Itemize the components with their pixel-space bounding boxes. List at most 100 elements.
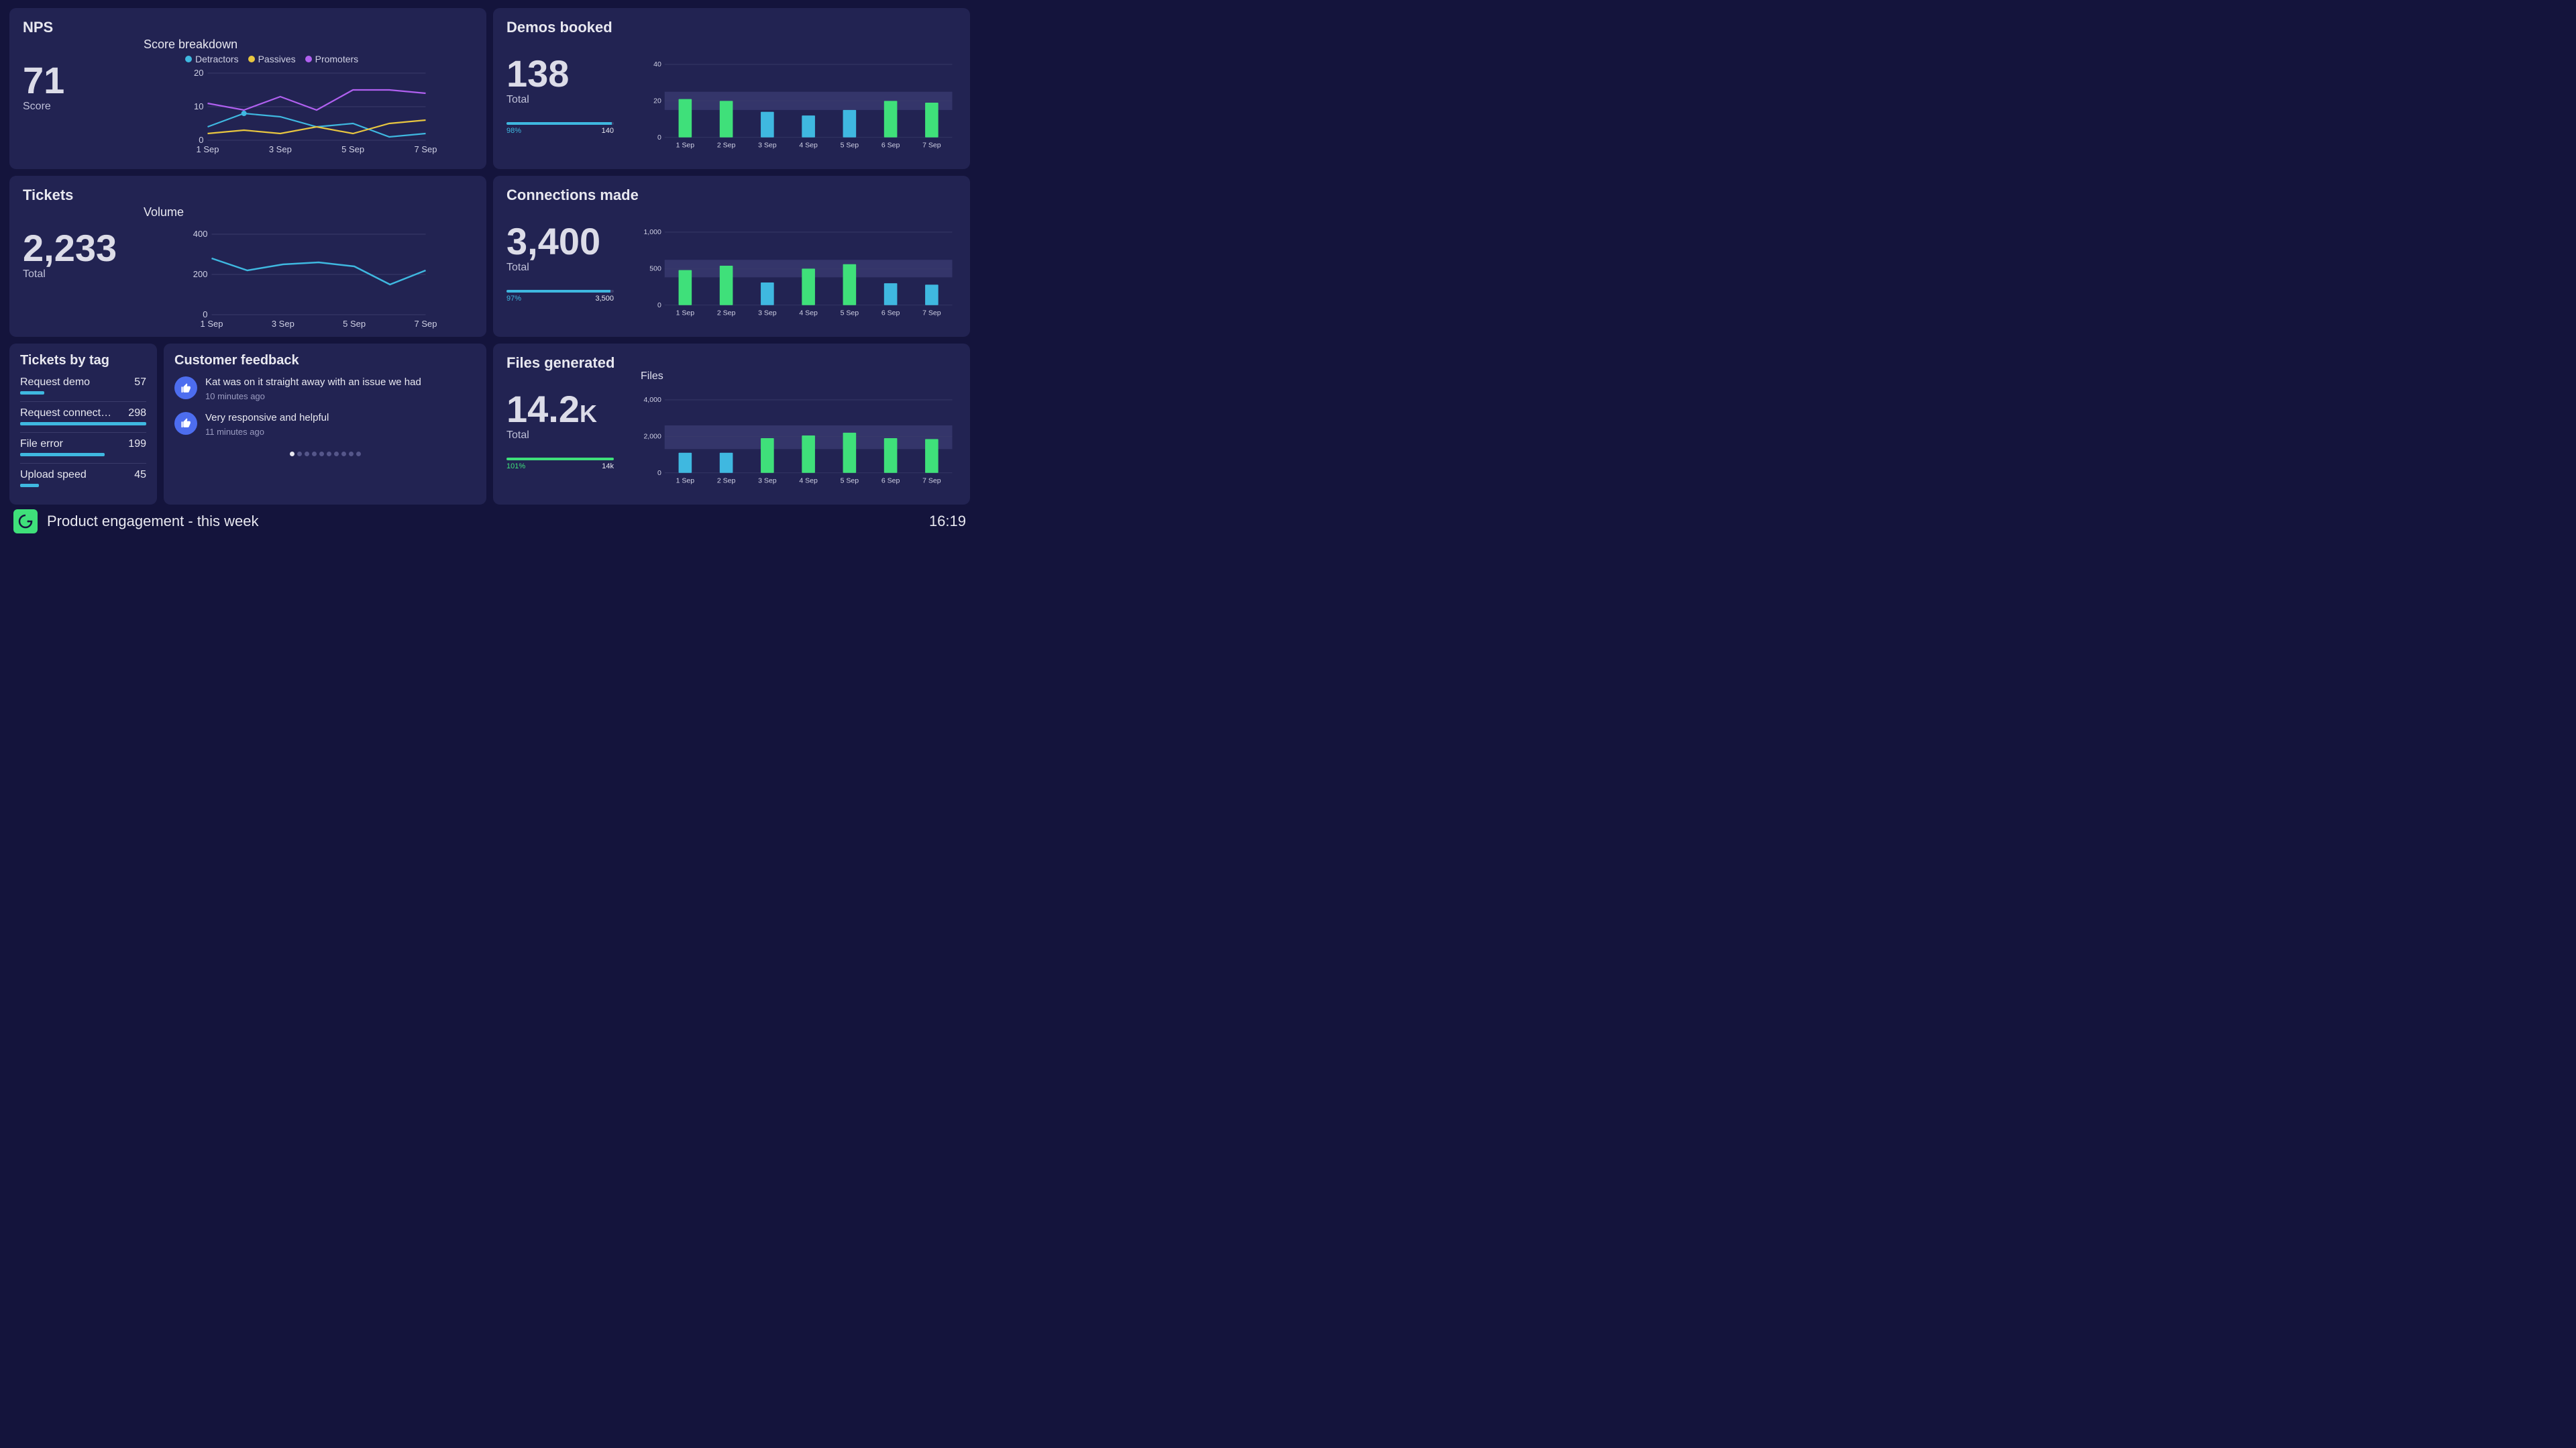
pagination-dot[interactable] (305, 452, 309, 456)
svg-text:7 Sep: 7 Sep (415, 319, 437, 329)
nps-score-label: Score (23, 101, 64, 113)
connections-progress: 97% 3,500 (506, 290, 614, 303)
connections-barchart: 05001,0001 Sep2 Sep3 Sep4 Sep5 Sep6 Sep7… (641, 216, 957, 329)
tag-value: 298 (128, 407, 146, 419)
tickets-title: Tickets (23, 187, 473, 204)
demos-progress: 98% 140 (506, 122, 614, 135)
tag-value: 45 (134, 469, 146, 481)
connections-progress-pct: 97% (506, 295, 521, 303)
svg-text:40: 40 (653, 60, 661, 68)
files-subtitle: Files (641, 370, 663, 382)
tickets-card: Tickets 2,233 Total Volume 02004001 Sep3… (9, 176, 486, 337)
nps-line-chart: 010201 Sep3 Sep5 Sep7 Sep (144, 54, 473, 155)
tag-label: Request demo (20, 376, 90, 389)
tickets-chart: Volume 02004001 Sep3 Sep5 Sep7 Sep (144, 205, 473, 329)
demos-progress-target: 140 (602, 127, 614, 135)
feedback-text: Kat was on it straight away with an issu… (205, 376, 421, 389)
svg-text:4 Sep: 4 Sep (799, 309, 818, 317)
pagination-dot[interactable] (349, 452, 354, 456)
svg-text:6 Sep: 6 Sep (881, 141, 900, 149)
demos-card: Demos booked 138 Total 98% 140 020401 Se… (493, 8, 970, 169)
tag-row: Request demo57 (20, 376, 146, 395)
nps-title: NPS (23, 19, 473, 36)
svg-text:0: 0 (199, 135, 203, 145)
svg-text:5 Sep: 5 Sep (343, 319, 366, 329)
tag-row: Request connect… 298 (20, 407, 146, 425)
tickets-line-chart: 02004001 Sep3 Sep5 Sep7 Sep (144, 222, 473, 329)
files-title: Files generated (506, 354, 957, 372)
svg-text:1 Sep: 1 Sep (676, 141, 695, 149)
svg-text:20: 20 (653, 97, 661, 105)
bottom-left-row: Tickets by tag Request demo57 Request co… (9, 344, 486, 505)
svg-text:1 Sep: 1 Sep (197, 144, 219, 154)
feedback-item: Kat was on it straight away with an issu… (174, 376, 476, 401)
svg-text:6 Sep: 6 Sep (881, 309, 900, 317)
pagination-dot[interactable] (312, 452, 317, 456)
nps-chart: Score breakdown Detractors Passives Prom… (144, 38, 473, 161)
svg-text:20: 20 (194, 68, 203, 78)
svg-text:4 Sep: 4 Sep (799, 476, 818, 484)
files-progress-pct: 101% (506, 462, 525, 470)
svg-text:2,000: 2,000 (643, 433, 661, 441)
svg-text:0: 0 (657, 469, 661, 477)
feedback-text: Very responsive and helpful (205, 412, 329, 425)
svg-text:6 Sep: 6 Sep (881, 476, 900, 484)
feedback-pagination[interactable] (174, 448, 476, 460)
pagination-dot[interactable] (290, 452, 294, 456)
svg-text:0: 0 (203, 309, 207, 319)
connections-progress-target: 3,500 (595, 295, 614, 303)
demos-barchart: 020401 Sep2 Sep3 Sep4 Sep5 Sep6 Sep7 Sep (641, 48, 957, 161)
pagination-dot[interactable] (327, 452, 331, 456)
connections-card: Connections made 3,400 Total 97% 3,500 0… (493, 176, 970, 337)
files-value: 14.2K (506, 391, 597, 428)
tag-label: Request connect… (20, 407, 111, 419)
svg-text:400: 400 (193, 229, 208, 239)
svg-text:5 Sep: 5 Sep (841, 141, 859, 149)
svg-text:0: 0 (657, 301, 661, 309)
clock: 16:19 (929, 513, 966, 530)
connections-title: Connections made (506, 187, 957, 204)
pagination-dot[interactable] (356, 452, 361, 456)
tag-label: Upload speed (20, 469, 87, 481)
pagination-dot[interactable] (341, 452, 346, 456)
customer-feedback-card: Customer feedback Kat was on it straight… (164, 344, 486, 505)
svg-text:7 Sep: 7 Sep (415, 144, 437, 154)
demos-progress-pct: 98% (506, 127, 521, 135)
nps-score: 71 (23, 62, 64, 99)
svg-text:4 Sep: 4 Sep (799, 141, 818, 149)
tickets-label: Total (23, 268, 117, 280)
connections-label: Total (506, 262, 600, 274)
svg-text:2 Sep: 2 Sep (717, 476, 736, 484)
svg-text:1 Sep: 1 Sep (201, 319, 223, 329)
svg-text:2 Sep: 2 Sep (717, 141, 736, 149)
pagination-dot[interactable] (319, 452, 324, 456)
feedback-title: Customer feedback (174, 353, 476, 368)
svg-text:5 Sep: 5 Sep (841, 476, 859, 484)
svg-text:3 Sep: 3 Sep (758, 141, 777, 149)
files-label: Total (506, 429, 597, 442)
svg-text:2 Sep: 2 Sep (717, 309, 736, 317)
tags-title: Tickets by tag (20, 353, 146, 368)
svg-text:7 Sep: 7 Sep (922, 476, 941, 484)
svg-text:5 Sep: 5 Sep (841, 309, 859, 317)
dashboard-grid: NPS 71 Score Score breakdown Detractors … (9, 8, 970, 499)
tickets-subtitle: Volume (144, 205, 473, 219)
files-progress: 101% 14k (506, 458, 614, 470)
tag-value: 199 (128, 438, 146, 450)
svg-text:10: 10 (194, 101, 203, 111)
files-card: Files generated 14.2K Total 101% 14k Fil… (493, 344, 970, 505)
demos-title: Demos booked (506, 19, 957, 36)
svg-text:7 Sep: 7 Sep (922, 141, 941, 149)
demos-value: 138 (506, 55, 569, 93)
tickets-by-tag-card: Tickets by tag Request demo57 Request co… (9, 344, 157, 505)
svg-text:200: 200 (193, 269, 208, 279)
svg-text:1 Sep: 1 Sep (676, 309, 695, 317)
pagination-dot[interactable] (297, 452, 302, 456)
nps-legend: Detractors Passives Promoters (185, 54, 358, 64)
svg-text:3 Sep: 3 Sep (758, 309, 777, 317)
tag-label: File error (20, 438, 63, 450)
tag-row: Upload speed 45 (20, 469, 146, 487)
svg-text:7 Sep: 7 Sep (922, 309, 941, 317)
svg-text:1,000: 1,000 (643, 228, 661, 236)
pagination-dot[interactable] (334, 452, 339, 456)
